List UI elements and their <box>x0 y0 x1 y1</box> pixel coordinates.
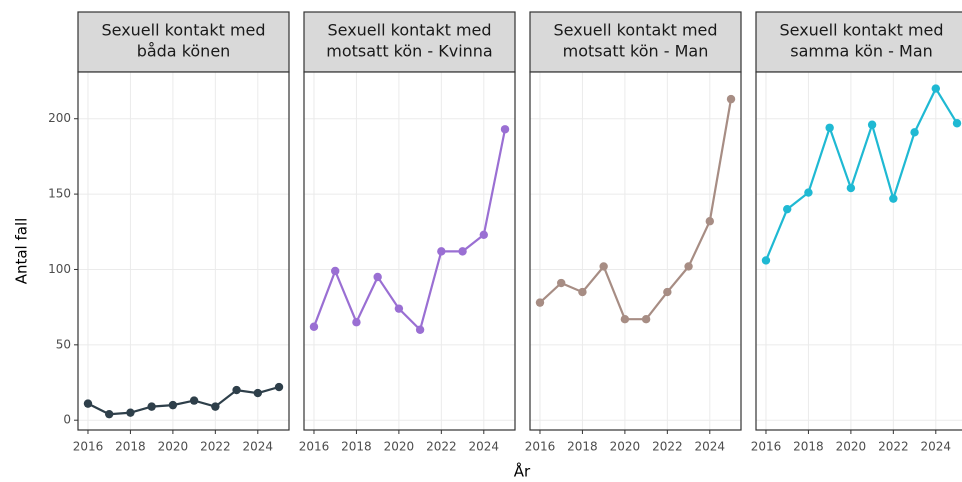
x-tick-label: 2020 <box>384 440 415 454</box>
x-tick-label: 2022 <box>200 440 231 454</box>
x-tick-label: 2022 <box>426 440 457 454</box>
strip-title: Sexuell kontakt med <box>779 21 943 40</box>
strip-title: Sexuell kontakt med <box>101 21 265 40</box>
data-point <box>253 388 262 398</box>
data-point <box>147 402 156 411</box>
x-tick-label: 2024 <box>695 440 726 454</box>
panel-border <box>303 71 516 431</box>
strip-title: motsatt kön - Man <box>563 42 709 61</box>
strip-title: båda könen <box>137 42 231 61</box>
data-point <box>783 204 792 214</box>
x-tick-label: 2018 <box>115 440 146 454</box>
data-point <box>211 402 220 411</box>
data-point <box>458 247 467 256</box>
x-tick-label: 2016 <box>73 440 104 454</box>
panel: Sexuell kontakt med båda könen 2016 2018 202… <box>73 11 290 454</box>
data-point <box>641 315 651 324</box>
data-point <box>535 298 545 307</box>
data-point <box>479 230 488 239</box>
data-line <box>312 129 507 332</box>
data-point <box>867 120 877 129</box>
x-tick-label: 2016 <box>299 440 330 454</box>
x-tick-label: 2018 <box>793 440 824 454</box>
strip-background <box>77 11 290 73</box>
data-point <box>500 125 510 134</box>
data-point <box>232 385 241 395</box>
strip-title: motsatt kön - Kvinna <box>326 42 492 61</box>
data-point <box>578 287 587 297</box>
panel-border <box>755 71 962 431</box>
data-point <box>931 84 940 93</box>
data-point <box>761 256 771 265</box>
strip-title: Sexuell kontakt med <box>327 21 491 40</box>
y-tick-label: 0 <box>63 413 71 427</box>
x-tick-label: 2020 <box>610 440 641 454</box>
x-tick-label: 2024 <box>469 440 500 454</box>
data-point <box>309 322 319 331</box>
data-point <box>373 272 382 282</box>
data-point <box>726 94 736 104</box>
data-line <box>539 98 733 321</box>
data-point <box>331 266 340 276</box>
y-tick-label: 200 <box>48 111 71 125</box>
data-point <box>599 262 608 271</box>
data-point <box>663 287 672 297</box>
data-point <box>437 247 446 256</box>
data-point <box>825 123 834 132</box>
data-point <box>684 262 693 271</box>
y-tick-label: 150 <box>48 187 71 201</box>
x-tick-label: 2018 <box>341 440 372 454</box>
data-point <box>352 318 361 327</box>
panel-background <box>78 72 289 430</box>
data-line <box>764 86 958 261</box>
data-point <box>557 278 566 288</box>
data-point <box>804 188 813 197</box>
data-point <box>952 119 962 128</box>
x-tick-label: 2024 <box>921 440 952 454</box>
data-point <box>189 396 199 405</box>
y-tick-label: 100 <box>48 262 71 276</box>
x-tick-label: 2020 <box>836 440 867 454</box>
data-point <box>83 399 93 408</box>
data-point <box>705 217 714 226</box>
x-tick-label: 2016 <box>751 440 782 454</box>
panel: Sexuell kontakt med samma kön - Man 2016 20… <box>751 11 962 454</box>
strip-background <box>755 11 962 73</box>
x-axis-title: År <box>514 462 531 481</box>
x-tick-label: 2020 <box>158 440 189 454</box>
data-line <box>87 385 280 416</box>
y-axis-title: Antal fall <box>13 218 31 285</box>
data-point <box>415 325 425 334</box>
strip-background <box>529 11 742 73</box>
strip-title: samma kön - Man <box>790 42 933 61</box>
panel: Sexuell kontakt med motsatt kön - Kvinna 2… <box>299 11 516 454</box>
data-point <box>620 315 630 324</box>
data-point <box>394 304 404 313</box>
data-point <box>889 194 898 203</box>
data-point <box>910 128 919 137</box>
x-tick-label: 2024 <box>243 440 274 454</box>
panel-border <box>529 71 742 431</box>
x-tick-label: 2018 <box>567 440 598 454</box>
data-point <box>846 183 856 193</box>
panel-background <box>304 72 515 430</box>
data-point <box>126 408 135 417</box>
y-tick-label: 50 <box>56 337 71 351</box>
data-point <box>105 409 114 419</box>
panel-background <box>756 72 962 430</box>
x-tick-label: 2016 <box>525 440 556 454</box>
panel-border <box>77 71 290 431</box>
data-point <box>274 382 284 392</box>
data-point <box>168 400 178 410</box>
panel-background <box>530 72 741 430</box>
x-tick-label: 2022 <box>878 440 909 454</box>
strip-title: Sexuell kontakt med <box>553 21 717 40</box>
panel: Sexuell kontakt med motsatt kön - Man 2016… <box>525 11 742 454</box>
x-tick-label: 2022 <box>652 440 683 454</box>
